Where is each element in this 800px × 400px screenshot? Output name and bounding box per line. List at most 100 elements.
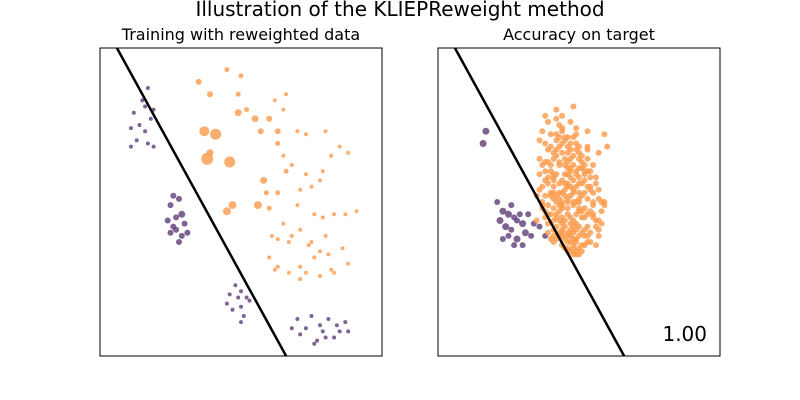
- class-1-point: [561, 162, 568, 168]
- class-1-point: [553, 152, 560, 159]
- plot-area-training: [115, 48, 359, 356]
- class-1-point: [550, 177, 557, 184]
- class-1-point: [567, 174, 574, 181]
- class-1-point: [275, 237, 280, 241]
- class-0-point: [499, 207, 507, 215]
- class-1-point: [542, 140, 549, 147]
- class-0-point: [536, 223, 543, 230]
- class-1-point: [576, 199, 582, 205]
- class-0-point: [289, 326, 294, 331]
- class-1-point: [303, 270, 308, 275]
- class-1-point: [542, 168, 549, 175]
- class-1-point: [275, 141, 281, 146]
- axes-title-training: Training with reweighted data: [121, 25, 360, 44]
- class-1-point: [578, 152, 585, 159]
- class-1-point: [270, 233, 274, 238]
- class-0-point: [346, 329, 351, 334]
- class-1-point: [570, 152, 577, 159]
- class-0-point: [233, 283, 238, 288]
- class-1-point: [592, 223, 599, 230]
- class-0-point: [247, 298, 252, 303]
- class-0-point: [315, 338, 320, 343]
- class-1-point: [550, 217, 557, 224]
- class-1-point: [545, 174, 551, 181]
- class-1-point: [592, 174, 599, 181]
- class-1-point: [573, 125, 580, 132]
- class-1-point: [238, 73, 244, 79]
- class-1-point: [584, 168, 591, 175]
- class-1-point: [553, 171, 560, 178]
- class-1-point: [539, 162, 546, 168]
- axes-training: Training with reweighted data: [99, 25, 383, 357]
- class-1-point: [323, 233, 328, 238]
- axes-frame-training: [99, 47, 383, 357]
- class-1-point: [295, 203, 300, 208]
- class-1-point: [587, 174, 594, 181]
- class-1-point: [222, 207, 231, 216]
- class-1-point: [303, 172, 308, 177]
- class-1-point: [281, 107, 286, 112]
- axes-target: Accuracy on target 1.00: [437, 25, 721, 357]
- class-1-point: [573, 183, 580, 190]
- class-1-point: [587, 208, 594, 215]
- class-1-point: [559, 214, 566, 221]
- class-1-point: [318, 178, 322, 183]
- class-1-point: [604, 143, 611, 150]
- class-0-point: [167, 202, 174, 209]
- class-1-point: [309, 184, 314, 189]
- class-0-point: [334, 323, 339, 328]
- class-0-point: [244, 295, 249, 300]
- class-1-point: [564, 211, 571, 218]
- class-0-point: [505, 210, 512, 218]
- class-0-point: [170, 192, 177, 199]
- class-1-point: [207, 91, 213, 98]
- class-0-point: [516, 211, 523, 218]
- class-1-point: [539, 128, 546, 135]
- class-0-point: [181, 220, 188, 227]
- class-1-point: [346, 150, 351, 155]
- class-1-point: [564, 149, 571, 156]
- class-1-point: [235, 91, 241, 97]
- class-1-point: [587, 229, 594, 236]
- class-1-point: [559, 128, 566, 135]
- class-1-point: [601, 131, 608, 138]
- class-1-point: [281, 153, 286, 158]
- class-1-point: [581, 226, 588, 233]
- class-1-point: [595, 149, 602, 156]
- class-1-point: [320, 169, 325, 174]
- class-1-point: [318, 249, 322, 254]
- class-1-point: [570, 134, 577, 141]
- class-1-point: [550, 189, 557, 196]
- class-1-point: [584, 128, 591, 135]
- class-0-point: [227, 292, 232, 297]
- class-1-point: [570, 103, 577, 110]
- class-1-point: [561, 186, 568, 193]
- class-1-point: [559, 199, 566, 205]
- class-1-point: [298, 227, 303, 232]
- class-1-point: [253, 201, 262, 210]
- class-1-point: [564, 205, 571, 212]
- class-0-point: [326, 317, 331, 321]
- class-1-point: [306, 243, 311, 248]
- class-1-point: [567, 118, 574, 125]
- class-1-point: [545, 202, 551, 209]
- class-0-point: [499, 236, 506, 242]
- class-1-point: [573, 220, 580, 227]
- class-0-point: [519, 220, 527, 228]
- class-0-point: [528, 232, 535, 239]
- class-1-point: [343, 212, 348, 217]
- class-0-point: [494, 199, 501, 205]
- class-0-point: [502, 223, 510, 231]
- class-1-point: [244, 107, 250, 113]
- class-0-point: [145, 141, 150, 146]
- class-1-point: [553, 115, 560, 122]
- class-1-point: [547, 131, 554, 138]
- class-1-point: [337, 144, 342, 149]
- class-0-point: [224, 301, 229, 306]
- class-1-point: [281, 221, 286, 226]
- class-1-point: [266, 115, 273, 122]
- class-0-point: [312, 341, 317, 346]
- class-0-point: [303, 326, 308, 331]
- class-1-point: [286, 270, 291, 275]
- class-1-point: [536, 186, 543, 193]
